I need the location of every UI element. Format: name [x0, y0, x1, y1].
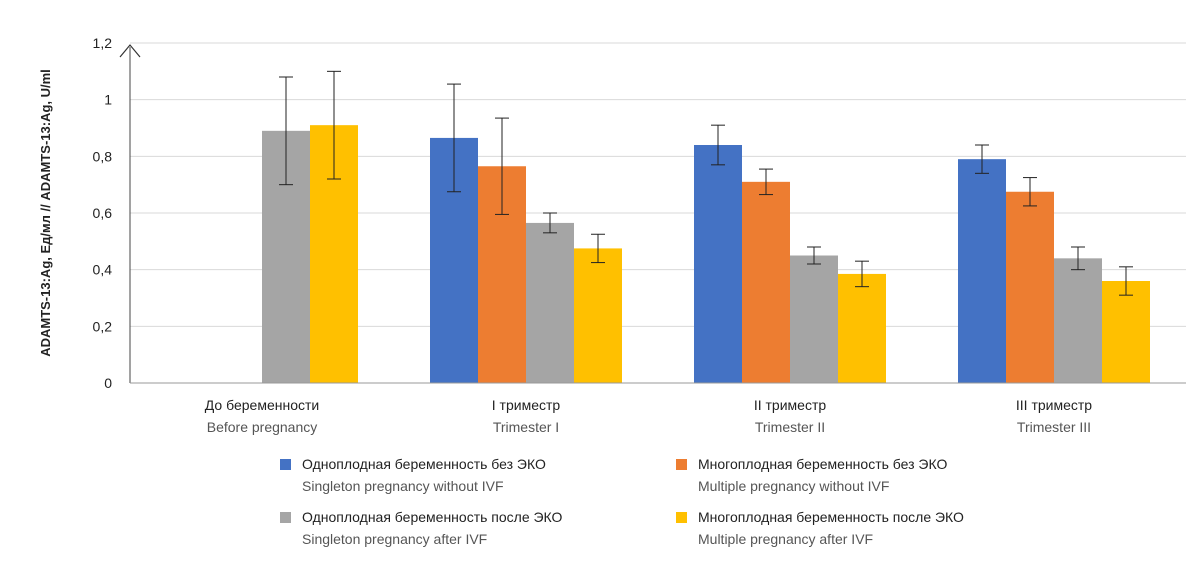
y-axis-label: ADAMTS-13:Ag, Ед/мл // ADAMTS-13:Ag, U/m…	[38, 69, 53, 357]
bar	[526, 222, 574, 383]
bar	[694, 145, 742, 383]
y-tick-label: 1	[104, 92, 112, 108]
y-tick-label: 1,2	[93, 35, 113, 51]
x-tick-label-en: Trimester I	[493, 419, 559, 435]
x-tick-label: I триместр	[492, 397, 561, 413]
bars	[262, 125, 1150, 384]
bar	[838, 273, 886, 383]
legend-entry-en: Singleton pregnancy without IVF	[302, 478, 504, 494]
x-tick-label: III триместр	[1016, 397, 1092, 413]
x-tick-label-en: Trimester II	[755, 419, 825, 435]
legend-entry-en: Multiple pregnancy after IVF	[698, 531, 873, 547]
bar	[1102, 281, 1150, 383]
axes	[119, 44, 1186, 384]
legend-swatch	[280, 459, 291, 470]
bar	[790, 255, 838, 383]
x-tick-label: II триместр	[754, 397, 827, 413]
x-tick-label-en: Trimester III	[1017, 419, 1091, 435]
legend-entry: Одноплодная беременность без ЭКО	[302, 456, 546, 472]
legend-entry: Многоплодная беременность без ЭКО	[698, 456, 947, 472]
y-tick-label: 0,8	[93, 148, 113, 164]
legend-entry-en: Singleton pregnancy after IVF	[302, 531, 487, 547]
y-tick-label: 0	[104, 375, 112, 391]
y-tick-label: 0,6	[93, 205, 113, 221]
legend-swatch	[676, 512, 687, 523]
x-tick-label: До беременности	[205, 397, 319, 413]
legend-entry: Одноплодная беременность после ЭКО	[302, 509, 563, 525]
legend-entry: Многоплодная беременность после ЭКО	[698, 509, 964, 525]
y-tick-label: 0,2	[93, 318, 113, 334]
legend-entry-en: Multiple pregnancy without IVF	[698, 478, 889, 494]
y-axis-arrow	[119, 44, 141, 58]
x-tick-label-en: Before pregnancy	[207, 419, 318, 435]
bar	[574, 248, 622, 383]
y-tick-label: 0,4	[93, 262, 113, 278]
y-axis-ticks: 0 0,2 0,4 0,6 0,8 1 1,2	[93, 35, 113, 391]
error-bars	[279, 70, 1133, 296]
bar	[958, 159, 1006, 383]
legend: Одноплодная беременность без ЭКО Singleto…	[280, 456, 964, 547]
legend-swatch	[280, 512, 291, 523]
legend-swatch	[676, 459, 687, 470]
bar	[1006, 191, 1054, 383]
bar	[742, 181, 790, 383]
bar	[1054, 258, 1102, 383]
category-labels: До беременности Before pregnancy I тримест…	[205, 397, 1093, 435]
